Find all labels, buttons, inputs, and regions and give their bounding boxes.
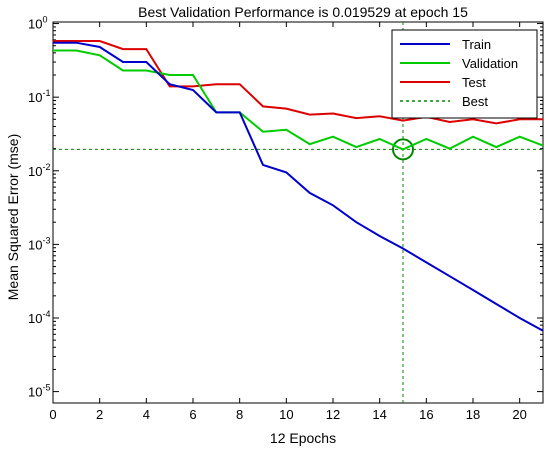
legend-label: Best (462, 94, 488, 109)
x-tick-label: 16 (419, 407, 433, 422)
series-line-test (53, 40, 543, 125)
y-axis-label: Mean Squared Error (mse) (5, 134, 21, 301)
x-tick-label: 14 (372, 407, 386, 422)
x-tick-label: 6 (189, 407, 196, 422)
y-tick-label: 10-2 (28, 162, 50, 179)
chart-title: Best Validation Performance is 0.019529 … (138, 4, 468, 20)
x-tick-label: 2 (96, 407, 103, 422)
x-tick-label: 4 (143, 407, 150, 422)
y-tick-label: 10-4 (28, 309, 50, 326)
x-tick-label: 12 (326, 407, 340, 422)
legend-label: Validation (462, 56, 518, 71)
y-tick-label: 100 (28, 15, 47, 32)
x-axis-ticks: 0 2 4 6 8 10 12 14 16 18 20 (49, 22, 527, 422)
x-tick-label: 0 (49, 407, 56, 422)
series-lines (53, 40, 544, 332)
legend-label: Train (462, 37, 491, 52)
y-tick-label: 10-3 (28, 235, 50, 252)
x-axis-label: 12 Epochs (270, 430, 336, 446)
x-tick-label: 20 (512, 407, 526, 422)
x-tick-label: 8 (236, 407, 243, 422)
series-line-validation (53, 49, 544, 151)
y-axis-ticks: 10-5 10-4 10-3 10-2 10-1 100 (28, 15, 543, 400)
x-tick-label: 10 (279, 407, 293, 422)
series-line-train (53, 41, 544, 332)
x-tick-label: 18 (466, 407, 480, 422)
y-tick-label: 10-5 (28, 383, 50, 400)
legend-label: Test (462, 75, 486, 90)
legend: Train Validation Test Best (391, 29, 538, 119)
y-tick-label: 10-1 (28, 88, 50, 105)
best-point-circle (392, 138, 414, 161)
best-marker-lines (53, 22, 543, 403)
